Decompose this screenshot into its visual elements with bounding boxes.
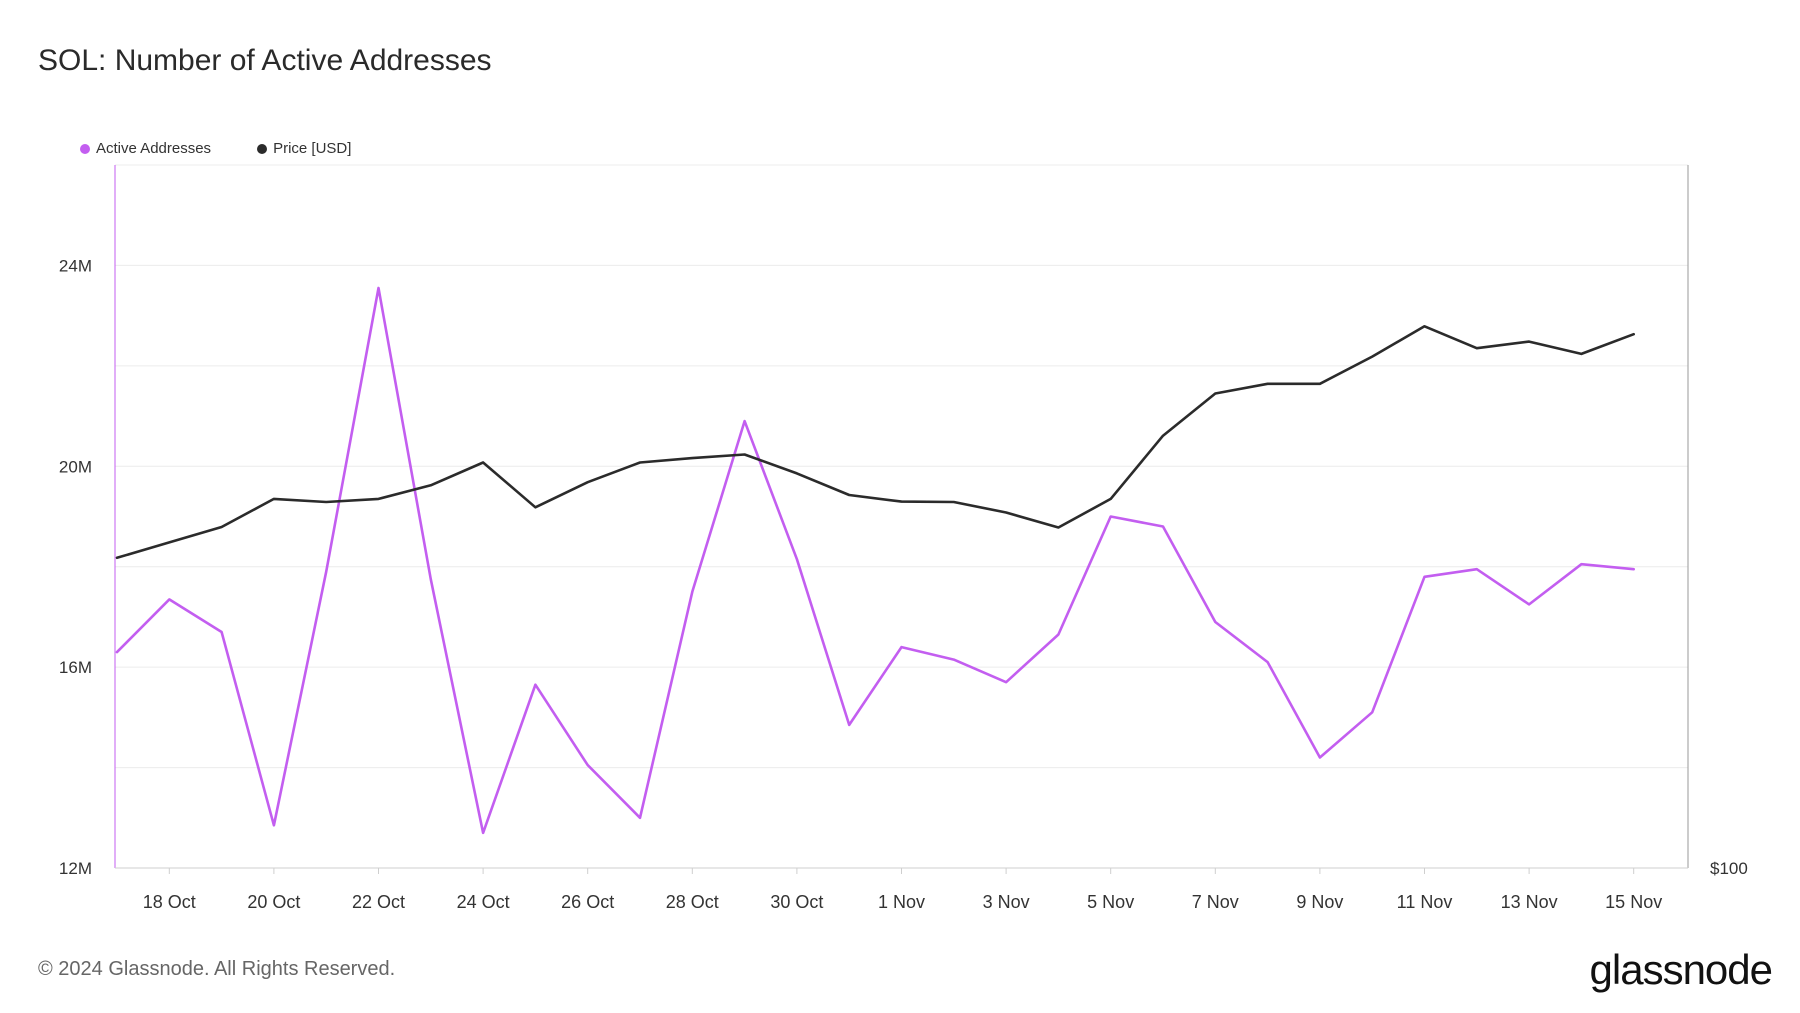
x-tick-label: 13 Nov xyxy=(1501,892,1558,912)
legend-label-price: Price [USD] xyxy=(273,140,352,157)
x-tick-label: 15 Nov xyxy=(1605,892,1662,912)
legend-item-price[interactable]: Price [USD] xyxy=(257,140,351,157)
x-tick-label: 11 Nov xyxy=(1397,892,1453,912)
legend-item-active-addresses[interactable]: Active Addresses xyxy=(80,140,211,157)
series-line-price xyxy=(115,324,1635,560)
legend-label-active: Active Addresses xyxy=(96,140,212,157)
copyright-text: © 2024 Glassnode. All Rights Reserved. xyxy=(38,958,396,980)
x-tick-label: 5 Nov xyxy=(1087,892,1134,912)
right-axis-label: $100 xyxy=(1710,859,1748,878)
x-tick-label: 24 Oct xyxy=(457,892,510,912)
x-tick-label: 1 Nov xyxy=(878,892,925,912)
x-tick-label: 30 Oct xyxy=(770,892,823,912)
legend-dot-price-icon xyxy=(257,143,268,154)
x-tick-label: 7 Nov xyxy=(1192,892,1239,912)
y-tick-label: 20M xyxy=(59,457,92,476)
legend: Active Addresses Price [USD] xyxy=(80,140,351,157)
x-tick-label: 22 Oct xyxy=(352,892,405,912)
x-tick-label: 20 Oct xyxy=(247,892,300,912)
legend-dot-active-icon xyxy=(80,143,90,154)
x-tick-label: 18 Oct xyxy=(143,892,196,912)
y-tick-label: 12M xyxy=(59,859,92,878)
glassnode-logo: glassnode xyxy=(1589,946,1773,993)
chart-title: SOL: Number of Active Addresses xyxy=(38,44,492,77)
y-tick-label: 24M xyxy=(59,256,92,275)
series-line-active-addresses xyxy=(115,286,1635,835)
x-tick-label: 3 Nov xyxy=(983,892,1030,912)
x-tick-label: 28 Oct xyxy=(666,892,719,912)
y-tick-label: 16M xyxy=(59,658,92,677)
x-tick-label: 26 Oct xyxy=(561,892,614,912)
x-tick-label: 9 Nov xyxy=(1296,892,1343,912)
